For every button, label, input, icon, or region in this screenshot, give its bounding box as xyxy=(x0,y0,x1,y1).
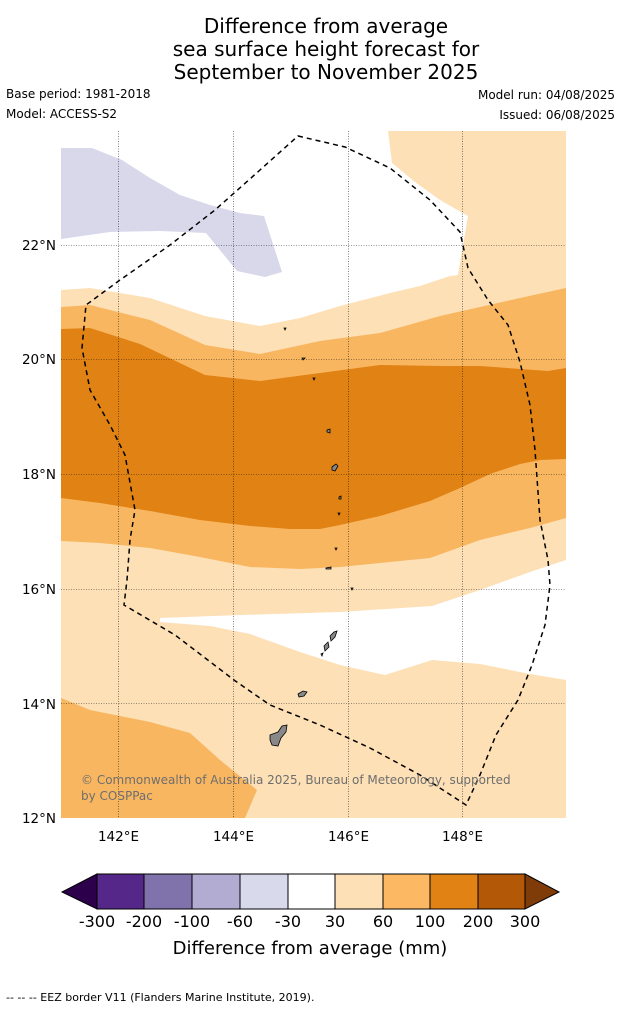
model-text: Model: ACCESS-S2 xyxy=(6,107,118,121)
lat-label-22n: 22°N xyxy=(22,238,56,254)
colorbar-tick-30: 30 xyxy=(325,912,345,931)
latitude-labels: 22°N 20°N 18°N 16°N 14°N 12°N xyxy=(22,238,56,827)
islands xyxy=(269,327,354,747)
lon-label-148e: 148°E xyxy=(442,829,483,845)
colorbar-tick-neg200: -200 xyxy=(126,912,162,931)
colorbar-tick-100: 100 xyxy=(415,912,446,931)
lat-label-14n: 14°N xyxy=(22,697,56,713)
title-line-3: September to November 2025 xyxy=(173,60,479,84)
copyright-credit: © Commonwealth of Australia 2025, Bureau… xyxy=(81,773,511,803)
colorbar-swatch-6 xyxy=(335,874,383,909)
lat-label-16n: 16°N xyxy=(22,582,56,598)
colorbar-swatch-2 xyxy=(144,874,192,909)
anomaly-negative-30-60 xyxy=(61,148,282,277)
colorbar-tick-neg60: -60 xyxy=(227,912,253,931)
title-line-1: Difference from average xyxy=(203,14,449,38)
colorbar-swatch-4 xyxy=(240,874,288,909)
eez-border xyxy=(81,135,551,807)
island-tinian xyxy=(323,641,330,652)
island-guguan xyxy=(337,512,341,516)
colorbar-tick-neg300: -300 xyxy=(79,912,115,931)
colorbar-swatch-7 xyxy=(383,874,430,909)
model-run-text: Model run: 04/08/2025 xyxy=(477,88,615,102)
colorbar-swatch-9 xyxy=(478,874,525,909)
colorbar-tick-neg100: -100 xyxy=(174,912,210,931)
colorbar-dividers xyxy=(143,874,479,909)
island-asuncion xyxy=(312,377,316,381)
issued-text: Issued: 06/08/2025 xyxy=(499,108,615,122)
island-saipan xyxy=(329,630,338,642)
colorbar: -300 -200 -100 -60 -30 30 60 100 200 300… xyxy=(60,873,561,959)
colorbar-label: Difference from average (mm) xyxy=(173,938,448,959)
colorbar-extend-high xyxy=(524,873,561,910)
anomaly-lower-left-60-100 xyxy=(61,698,257,818)
colorbar-extend-low xyxy=(60,873,98,910)
longitude-labels: 142°E 144°E 146°E 148°E xyxy=(98,829,483,845)
chart-title: Difference from average sea surface heig… xyxy=(0,15,621,84)
island-farallon xyxy=(283,327,287,331)
colorbar-swatch-1 xyxy=(97,874,144,909)
island-rota xyxy=(297,690,308,698)
island-guam xyxy=(269,724,288,747)
lon-label-146e: 146°E xyxy=(328,829,369,845)
lat-label-20n: 20°N xyxy=(22,352,56,368)
colorbar-tick-60: 60 xyxy=(373,912,393,931)
island-sarigan xyxy=(334,547,338,551)
colorbar-swatch-3 xyxy=(192,874,240,909)
anomaly-band-100-200 xyxy=(61,328,566,529)
lon-label-144e: 144°E xyxy=(213,829,254,845)
credit-line-2: by COSPPac xyxy=(81,789,153,803)
colorbar-tick-300: 300 xyxy=(510,912,541,931)
island-pagan xyxy=(331,463,339,472)
credit-line-1: © Commonwealth of Australia 2025, Bureau… xyxy=(81,773,511,787)
colorbar-swatch-5 xyxy=(288,874,335,909)
colorbar-tick-200: 200 xyxy=(463,912,494,931)
base-period-text: Base period: 1981-2018 xyxy=(6,87,151,101)
island-maug xyxy=(301,357,306,361)
colorbar-outline xyxy=(96,873,526,910)
island-agrihan xyxy=(326,428,331,434)
island-anatahan xyxy=(325,566,332,570)
eez-border-legend: -- -- -- EEZ border V11 (Flanders Marine… xyxy=(6,991,315,1004)
island-aguijan xyxy=(320,652,324,658)
lat-label-18n: 18°N xyxy=(22,467,56,483)
lat-label-12n: 12°N xyxy=(22,811,56,827)
map-plot-area: © Commonwealth of Australia 2025, Bureau… xyxy=(61,131,566,818)
graticule xyxy=(61,131,566,818)
title-line-2: sea surface height forecast for xyxy=(172,37,480,61)
colorbar-tick-neg30: -30 xyxy=(275,912,301,931)
colorbar-swatch-8 xyxy=(430,874,478,909)
island-alamagan xyxy=(338,495,342,500)
forecast-map: © Commonwealth of Australia 2025, Bureau… xyxy=(22,131,566,959)
lon-label-142e: 142°E xyxy=(98,829,139,845)
island-farallon-medinilla xyxy=(350,587,354,591)
